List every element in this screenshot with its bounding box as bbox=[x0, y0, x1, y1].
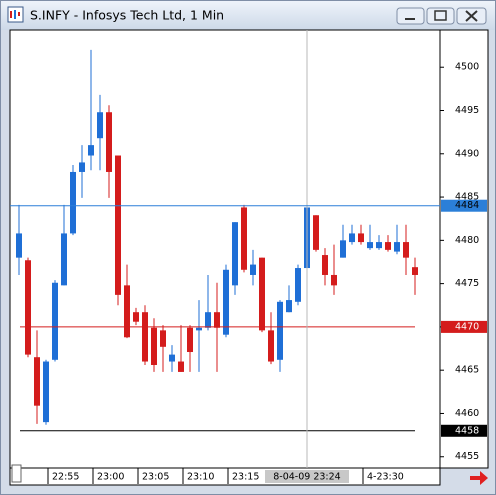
candle-body bbox=[106, 112, 112, 172]
plot-area bbox=[9, 29, 441, 469]
candle-body bbox=[268, 330, 274, 362]
candle-body bbox=[223, 269, 229, 335]
maximize-button[interactable] bbox=[426, 7, 455, 25]
price-label-box bbox=[441, 320, 487, 333]
candle-body bbox=[394, 242, 400, 252]
candle-body bbox=[241, 207, 247, 270]
price-label: 4470 bbox=[455, 321, 479, 332]
y-tick-label: 4480 bbox=[455, 235, 479, 246]
y-tick-label: 4475 bbox=[455, 278, 479, 289]
candle-body bbox=[70, 171, 76, 234]
candle-body bbox=[331, 274, 337, 286]
crosshair-value-box bbox=[441, 199, 487, 212]
x-tick-label: 23:15 bbox=[232, 472, 259, 483]
candle-body bbox=[43, 361, 49, 423]
candle-body bbox=[232, 222, 238, 286]
candle-body bbox=[178, 361, 184, 372]
candle-body bbox=[358, 233, 364, 243]
candle-body bbox=[322, 255, 328, 275]
candle-body bbox=[196, 327, 202, 331]
y-tick-label: 4485 bbox=[455, 192, 479, 203]
candle-body bbox=[97, 112, 103, 139]
y-tick-label: 4455 bbox=[455, 451, 479, 462]
x-tick-label: 23:05 bbox=[142, 472, 169, 483]
candle-body bbox=[286, 300, 292, 313]
candle-body bbox=[259, 257, 265, 331]
y-tick-label: 4490 bbox=[455, 148, 479, 159]
crosshair-time-box bbox=[265, 470, 349, 483]
candle-body bbox=[349, 233, 355, 243]
y-tick-label: 4465 bbox=[455, 365, 479, 376]
candle-body bbox=[34, 357, 40, 406]
crosshair-value-label: 4484 bbox=[455, 200, 479, 211]
price-label-box bbox=[441, 424, 487, 437]
candle-body bbox=[88, 145, 94, 156]
price-label: 4458 bbox=[455, 425, 479, 436]
candle-body bbox=[295, 268, 301, 302]
candle-body bbox=[115, 155, 121, 295]
candle-body bbox=[376, 242, 382, 249]
candle-body bbox=[169, 354, 175, 362]
candle-body bbox=[277, 301, 283, 360]
window-buttons[interactable] bbox=[396, 7, 487, 25]
candle-body bbox=[61, 233, 67, 286]
x-tick-label: 23:00 bbox=[97, 472, 124, 483]
candle-body bbox=[124, 285, 130, 338]
y-tick-label: 4500 bbox=[455, 62, 479, 73]
y-tick-label: 4460 bbox=[455, 408, 479, 419]
x-tick-label: 22:55 bbox=[52, 472, 79, 483]
minimize-button[interactable] bbox=[396, 7, 425, 25]
scroll-right-arrow[interactable] bbox=[470, 471, 488, 485]
maximize-glyph bbox=[434, 10, 447, 21]
candle-body bbox=[142, 312, 148, 362]
candle-body bbox=[16, 233, 22, 258]
crosshair-time-label: 8-04-09 23:24 bbox=[273, 472, 340, 483]
value-axis bbox=[439, 29, 489, 469]
candle-body bbox=[385, 242, 391, 250]
close-glyph bbox=[465, 10, 478, 22]
candle-body bbox=[340, 240, 346, 258]
window-title: S.INFY - Infosys Tech Ltd, 1 Min bbox=[30, 8, 224, 23]
x-tick-label: 4-23:30 bbox=[367, 472, 404, 483]
candle-body bbox=[403, 242, 409, 258]
candle-body bbox=[313, 215, 319, 250]
candle-body bbox=[79, 162, 85, 172]
candle-body bbox=[133, 312, 139, 322]
candle-body bbox=[52, 282, 58, 360]
x-tick-label: 23:10 bbox=[187, 472, 214, 483]
candle-body bbox=[367, 242, 373, 249]
candle-body bbox=[160, 330, 166, 347]
window-icon bbox=[7, 6, 24, 23]
candle-body bbox=[205, 312, 211, 328]
candle-body bbox=[25, 260, 31, 355]
candle-body bbox=[412, 267, 418, 275]
candle-body bbox=[250, 264, 256, 275]
candle-body bbox=[187, 327, 193, 353]
y-tick-label: 4495 bbox=[455, 105, 479, 116]
scroll-handle[interactable] bbox=[11, 464, 22, 483]
candle-body bbox=[214, 312, 220, 328]
candle-body bbox=[151, 327, 157, 365]
